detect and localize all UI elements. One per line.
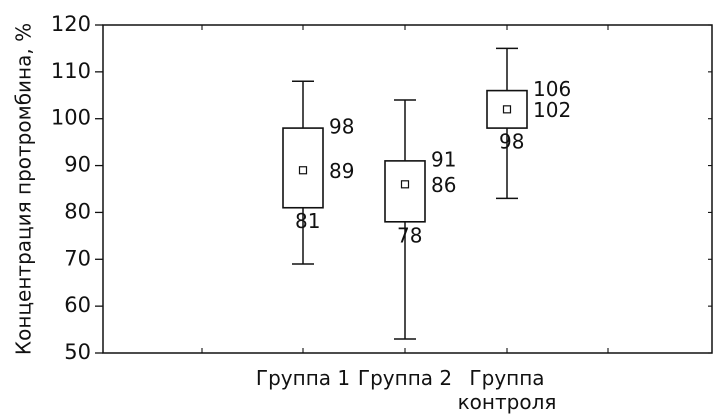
- box-interquartile: [384, 160, 426, 223]
- median-value-label: 102: [533, 98, 571, 122]
- median-marker: [298, 166, 308, 175]
- x-category-label: Группа 2: [358, 366, 452, 390]
- y-tick-label: 60: [64, 293, 91, 317]
- y-tick-label: 80: [64, 199, 91, 223]
- y-tick-label: 70: [64, 246, 91, 270]
- y-tick-label: 120: [51, 12, 91, 36]
- x-category-label: Группа 1: [256, 366, 350, 390]
- y-tick-label: 100: [51, 106, 91, 130]
- median-marker: [400, 180, 410, 189]
- x-category-label: Группа: [469, 366, 544, 390]
- y-tick-label: 50: [64, 340, 91, 364]
- y-tick-label: 110: [51, 59, 91, 83]
- q3-value-label: 91: [431, 147, 456, 171]
- median-value-label: 86: [431, 173, 456, 197]
- median-value-label: 89: [329, 159, 354, 183]
- q1-value-label: 81: [295, 209, 320, 233]
- y-axis-label: Концентрация протромбина, %: [12, 23, 36, 355]
- x-category-label: контроля: [458, 390, 557, 414]
- q3-value-label: 98: [329, 115, 354, 139]
- y-tick-label: 90: [64, 153, 91, 177]
- q1-value-label: 78: [397, 223, 422, 247]
- q1-value-label: 98: [499, 130, 524, 154]
- median-marker: [502, 105, 512, 114]
- q3-value-label: 106: [533, 77, 571, 101]
